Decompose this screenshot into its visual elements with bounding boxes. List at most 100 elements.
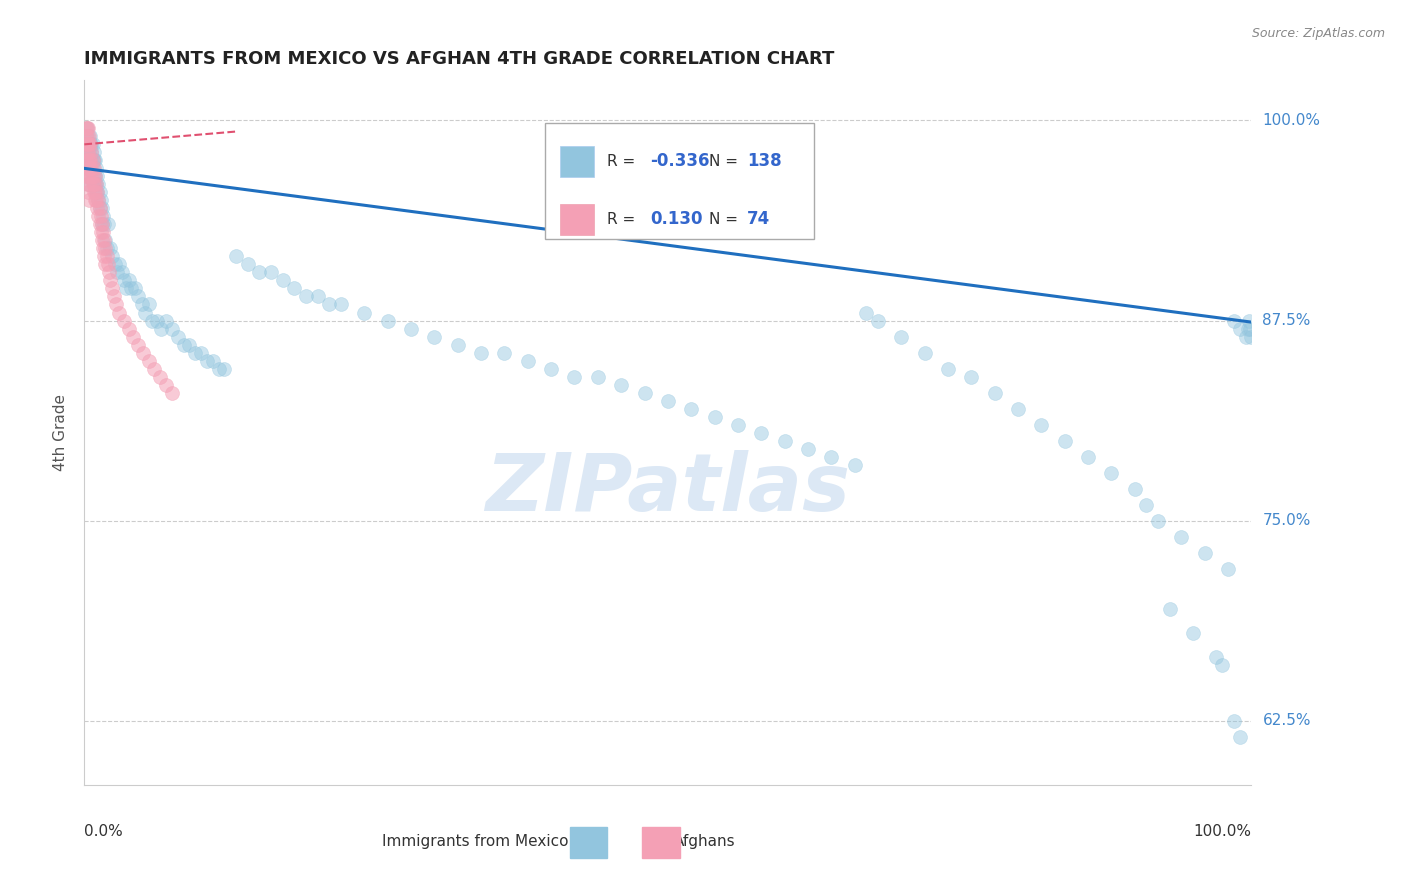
Text: Immigrants from Mexico: Immigrants from Mexico <box>382 834 568 849</box>
Point <box>1077 450 1099 464</box>
Point <box>249 265 271 279</box>
Point <box>94 242 117 256</box>
Point <box>307 289 329 303</box>
Text: N =: N = <box>709 153 742 169</box>
Point <box>138 297 160 311</box>
FancyBboxPatch shape <box>546 122 814 239</box>
Point <box>134 305 156 319</box>
Point <box>83 186 105 200</box>
Point <box>77 137 100 152</box>
Point <box>1123 482 1146 496</box>
Text: 62.5%: 62.5% <box>1263 714 1310 729</box>
Point <box>166 329 188 343</box>
Point <box>76 145 98 160</box>
Point <box>84 186 107 200</box>
Point <box>94 234 117 248</box>
Point <box>91 226 114 240</box>
Point <box>84 194 107 208</box>
Point <box>76 145 98 160</box>
Point <box>83 169 105 184</box>
Point <box>83 178 105 192</box>
Point <box>76 178 98 192</box>
Point <box>75 145 97 160</box>
Point <box>91 210 114 224</box>
Point <box>96 249 118 264</box>
Point <box>983 385 1005 400</box>
Point <box>318 297 340 311</box>
Point <box>103 289 125 303</box>
Text: 74: 74 <box>747 211 770 228</box>
Point <box>377 313 399 327</box>
Point <box>90 234 112 248</box>
Point <box>866 313 889 327</box>
Text: Afghans: Afghans <box>673 834 735 849</box>
Point <box>160 385 183 400</box>
Point <box>76 129 98 144</box>
Point <box>201 353 224 368</box>
Point <box>1135 498 1157 512</box>
Point <box>77 129 100 144</box>
Point <box>83 161 105 176</box>
Point <box>399 321 422 335</box>
Point <box>155 377 177 392</box>
Point <box>86 186 108 200</box>
Point <box>1099 466 1122 480</box>
Point <box>1229 730 1251 744</box>
Point <box>173 337 195 351</box>
Text: N =: N = <box>709 211 742 227</box>
Point <box>75 169 97 184</box>
Point <box>76 161 98 176</box>
Text: 75.0%: 75.0% <box>1263 513 1310 528</box>
Point <box>77 145 100 160</box>
Point <box>1237 313 1260 327</box>
Point <box>112 313 135 327</box>
Point <box>179 337 201 351</box>
Point <box>236 257 259 271</box>
Point <box>83 169 105 184</box>
Point <box>84 161 107 176</box>
Point <box>90 194 112 208</box>
Point <box>80 145 103 160</box>
Point <box>633 385 655 400</box>
Point <box>145 313 167 327</box>
Point <box>76 169 98 184</box>
Point <box>1240 329 1263 343</box>
Point <box>423 329 446 343</box>
Point <box>76 137 98 152</box>
Text: -0.336: -0.336 <box>651 153 710 170</box>
Point <box>75 121 97 136</box>
Point <box>90 210 112 224</box>
Point <box>76 121 98 136</box>
Text: IMMIGRANTS FROM MEXICO VS AFGHAN 4TH GRADE CORRELATION CHART: IMMIGRANTS FROM MEXICO VS AFGHAN 4TH GRA… <box>84 50 835 68</box>
Point <box>86 169 108 184</box>
Point <box>155 313 177 327</box>
Point <box>1234 329 1257 343</box>
Y-axis label: 4th Grade: 4th Grade <box>53 394 69 471</box>
Point <box>97 257 120 271</box>
Point <box>260 265 283 279</box>
Point <box>960 369 983 384</box>
Point <box>214 361 236 376</box>
Point <box>76 169 98 184</box>
Point <box>89 202 111 216</box>
Point <box>936 361 959 376</box>
Point <box>90 202 112 216</box>
Point <box>118 321 141 335</box>
Point <box>75 129 97 144</box>
Point <box>820 450 842 464</box>
Point <box>94 257 117 271</box>
Point <box>76 137 98 152</box>
Point <box>80 161 103 176</box>
Point <box>80 153 103 168</box>
Point <box>83 178 105 192</box>
Point <box>97 265 120 279</box>
Point <box>295 289 318 303</box>
Point <box>447 337 470 351</box>
FancyBboxPatch shape <box>561 145 595 177</box>
Point <box>1194 546 1216 560</box>
Point <box>1147 514 1170 528</box>
Point <box>79 161 101 176</box>
Point <box>610 377 633 392</box>
Point <box>797 442 820 456</box>
Point <box>115 281 138 295</box>
